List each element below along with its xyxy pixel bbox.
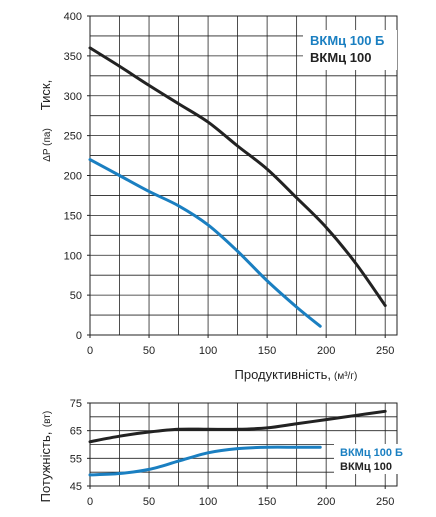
pressure-y-tick-label: 300 [64,91,82,103]
power-y-tick-label: 65 [70,426,82,438]
pressure-legend-series-a: ВКМц 100 [310,50,371,65]
pressure-series [88,46,387,328]
pressure-legend-series-b: ВКМц 100 Б [310,33,384,48]
power-legend-series-a: ВКМц 100 [340,461,392,473]
pressure-y-tick-label: 150 [64,210,82,222]
power-chart: 0 50 100 150 200 250 45 55 65 75 Потужність, (вт)… [38,398,414,508]
power-y-axis-unit: (вт) [42,411,53,427]
power-x-tick-label: 100 [199,496,217,508]
power-x-tick-label: 150 [258,496,276,508]
power-x-tick-label: 0 [87,496,93,508]
pressure-y-tick-label: 400 [64,11,82,23]
pressure-y-tick-label: 200 [64,171,82,183]
pressure-x-tick-label: 100 [199,345,217,357]
power-ticks: 0 50 100 150 200 250 45 55 65 75 [70,398,395,508]
pressure-x-tick-label: 250 [376,345,394,357]
pressure-ticks: 0 50 100 150 200 250 0 50 100 150 200 250 300 350 400 [64,11,395,357]
pressure-x-axis-title: Продуктивність, [235,367,331,382]
pressure-x-tick-label: 200 [317,345,335,357]
power-x-tick-label: 250 [376,496,394,508]
pressure-y-tick-label: 350 [64,51,82,63]
pressure-series-line-vkmts-100 [88,46,387,307]
pressure-x-tick-label: 0 [87,345,93,357]
power-series-line-vkmts-100-b [88,445,322,477]
pressure-x-tick-label: 150 [258,345,276,357]
power-legend-box [334,444,414,474]
power-y-tick-label: 75 [70,398,82,410]
power-series-line-vkmts-100 [88,409,387,444]
power-x-tick-label: 50 [143,496,155,508]
pressure-y-tick-label: 50 [70,290,82,302]
pressure-chart: 0 50 100 150 200 250050100150200250300350400 … [38,11,398,382]
pressure-series-line-vkmts-100-b [88,158,322,328]
power-legend-series-b: ВКМц 100 Б [340,447,403,459]
pressure-y-tick-label: 100 [64,250,82,262]
pressure-legend-box [303,30,397,70]
pressure-grid [89,15,398,336]
power-x-tick-label: 200 [317,496,335,508]
pressure-y-tick-label: 0 [76,330,82,342]
power-y-axis-title: Потужність, [38,432,53,503]
power-y-tick-label: 55 [70,453,82,465]
pressure-y-axis-unit: ΔP (па) [42,128,53,162]
pressure-x-tick-label: 50 [143,345,155,357]
pressure-y-axis-title: Тиск, [38,80,53,110]
pressure-x-axis-unit: (м³/г) [334,371,357,382]
pressure-y-tick-label: 250 [64,131,82,143]
power-y-tick-label: 45 [70,481,82,493]
power-series [88,409,387,477]
